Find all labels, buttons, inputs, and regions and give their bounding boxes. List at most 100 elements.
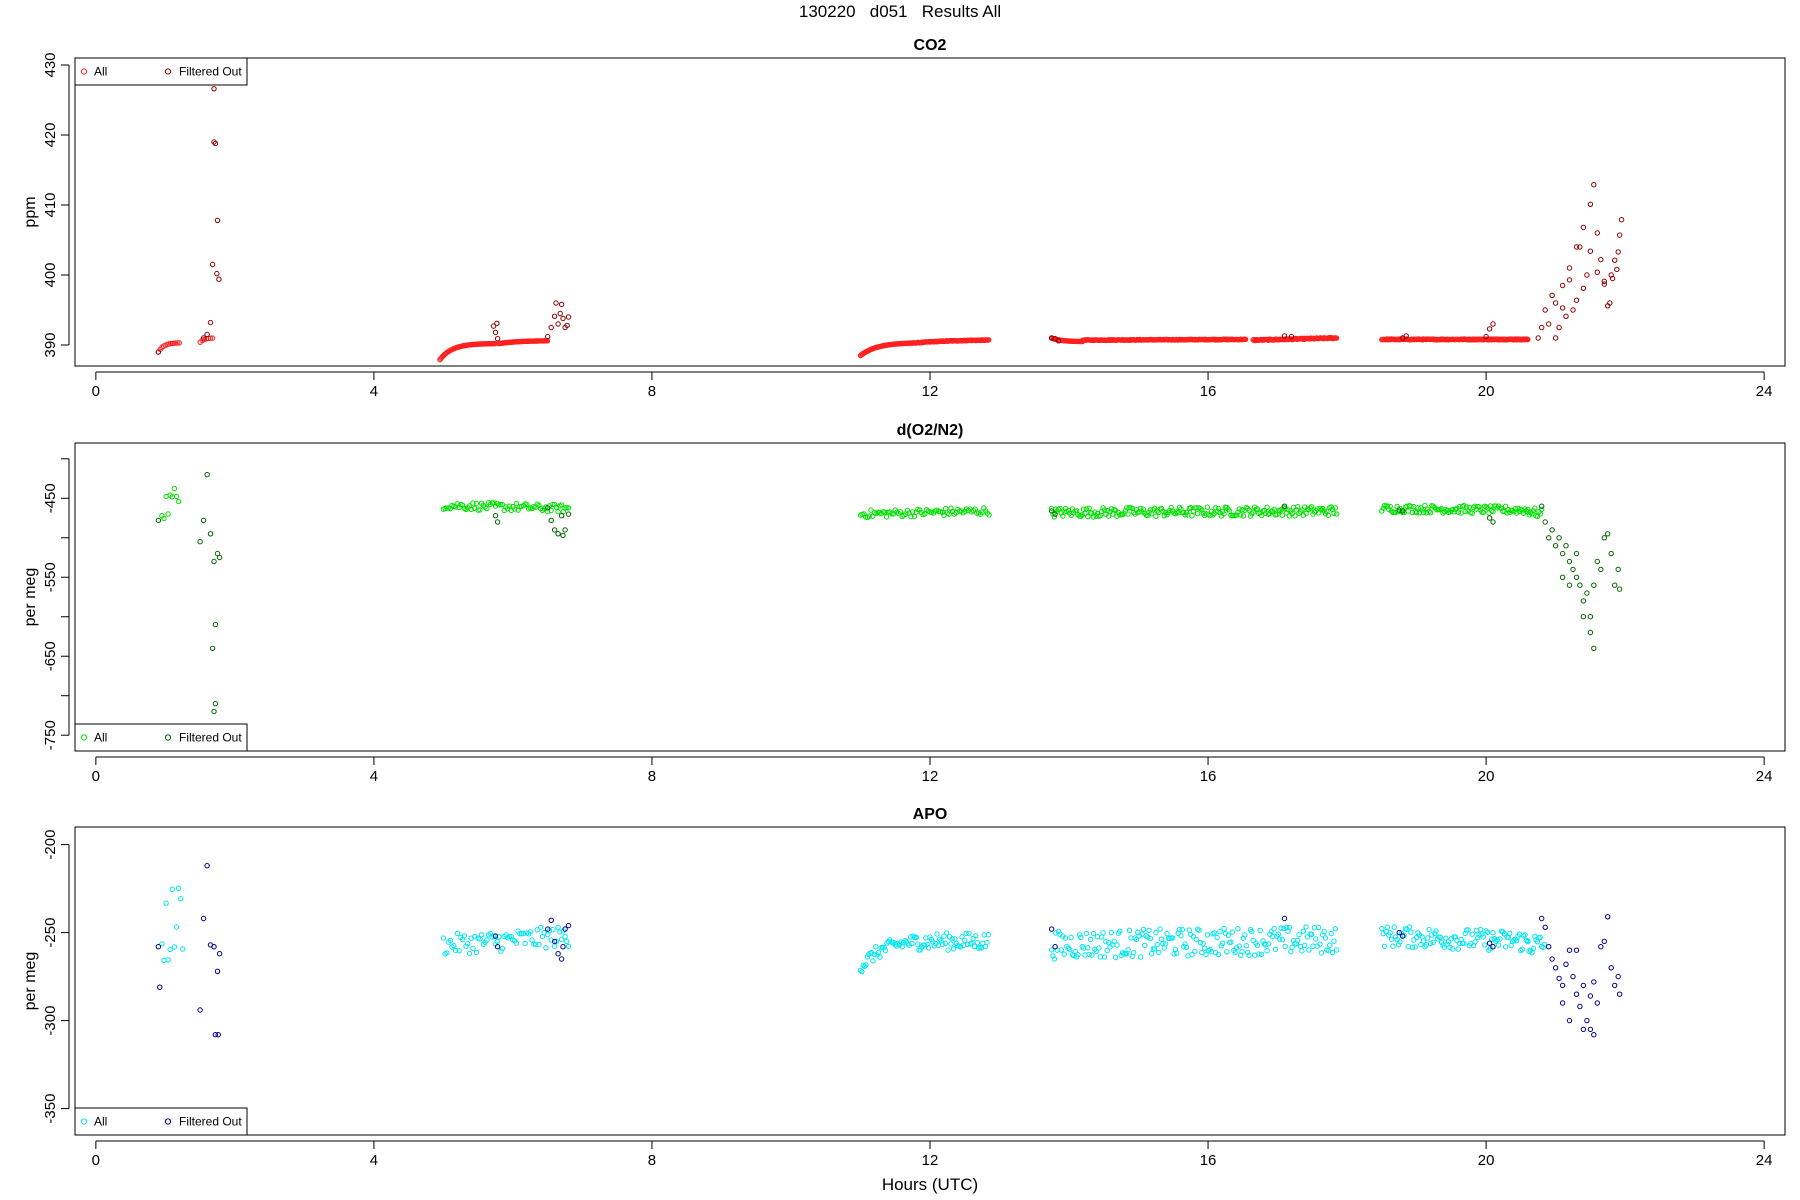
data-point-all [1119,512,1126,518]
y-tick-label: -550 [42,562,59,592]
data-point-all [1264,504,1270,510]
data-point-all [1318,507,1325,513]
data-point-all [1406,924,1413,930]
data-point-all [520,930,527,937]
data-point-all [536,941,542,948]
data-point-all [1242,932,1248,938]
data-point-all [1379,508,1385,514]
data-point-all [1322,935,1329,941]
data-point-all [1065,945,1072,951]
data-point-all [174,340,181,346]
data-point-all [1537,934,1544,941]
data-point-all [548,507,554,514]
data-point-all [937,936,943,942]
plot-frame [74,442,1786,752]
data-point-all [1111,938,1117,944]
legend-label-all: All [94,1115,107,1129]
data-point-filtered [1591,582,1597,588]
data-point-filtered [1609,275,1616,282]
data-point-filtered [1580,598,1587,604]
data-point-filtered [555,531,561,537]
data-point-all [1321,929,1327,935]
data-point-all [1075,951,1081,958]
data-point-all [532,941,539,948]
data-point-filtered [1556,975,1562,982]
data-point-all [1497,936,1503,942]
data-point-filtered [1577,582,1583,588]
data-point-all [1211,930,1218,936]
data-point-all [906,942,912,948]
data-point-filtered [1552,335,1559,341]
data-point-filtered [1608,965,1614,971]
data-point-all [1254,942,1261,948]
data-point-all [1278,925,1284,931]
data-point-all [1058,510,1065,516]
legend-label-filtered: Filtered Out [179,65,242,79]
data-point-all [1167,507,1173,514]
data-point-all [1142,942,1148,949]
data-point-filtered [1594,230,1601,236]
legend: All Filtered Out [74,1107,248,1136]
data-point-filtered [1584,590,1590,596]
data-point-all [1333,511,1340,517]
data-point-filtered [1591,979,1597,985]
data-point-all [527,929,533,935]
data-point-all [946,511,952,517]
data-point-all [1186,927,1193,933]
data-point-all [1495,942,1502,948]
data-point-all [1085,514,1091,520]
data-point-all [1078,513,1084,519]
data-point-all [1427,510,1434,516]
data-point-all [1192,948,1198,955]
data-point-all [1257,927,1263,934]
data-point-all [1176,926,1183,933]
data-point-all [1169,935,1176,941]
data-point-filtered [1573,244,1580,250]
data-point-all [555,924,561,931]
data-point-filtered [1598,944,1604,950]
data-point-filtered [1615,249,1621,255]
data-point-filtered [209,261,216,268]
data-point-all [1469,510,1475,516]
data-point-all [1279,937,1286,943]
data-point-filtered [1594,558,1601,565]
data-point-all [971,943,978,949]
x-tick-label: 4 [370,1152,378,1169]
data-point-filtered [211,708,217,715]
data-point-all [1062,935,1069,941]
data-point-filtered [214,217,221,224]
data-point-filtered [545,926,551,932]
data-point-all [1333,947,1340,953]
data-point-all [173,340,179,346]
data-point-all [1055,928,1062,934]
data-point-all [1085,945,1091,951]
data-point-all [1146,509,1152,516]
data-point-all [1455,509,1462,515]
data-point-all [1132,935,1138,941]
data-point-all [1441,944,1448,950]
data-point-filtered [565,511,572,517]
data-point-all [506,933,513,940]
y-tick-label: -350 [42,1094,59,1124]
data-point-filtered [1403,333,1409,339]
data-point-all [1146,927,1152,934]
data-point-filtered [1587,1026,1594,1033]
data-point-all [1276,508,1283,514]
data-point-filtered [1486,326,1493,332]
data-point-all [1206,947,1212,954]
data-point-all [1411,937,1417,943]
data-point-all [917,947,923,953]
data-point-all [1204,504,1211,510]
data-point-all [1303,924,1309,930]
data-point-all [1153,929,1159,936]
y-tick-label: -200 [42,830,59,860]
data-point-all [1157,926,1163,932]
data-point-all [1295,504,1301,510]
series-all [159,885,1548,975]
data-point-filtered [494,944,501,950]
data-point-all [1154,941,1161,948]
data-point-filtered [212,621,219,628]
data-point-all [1051,956,1058,962]
data-point-all [1161,513,1168,519]
data-point-all [1272,946,1279,952]
